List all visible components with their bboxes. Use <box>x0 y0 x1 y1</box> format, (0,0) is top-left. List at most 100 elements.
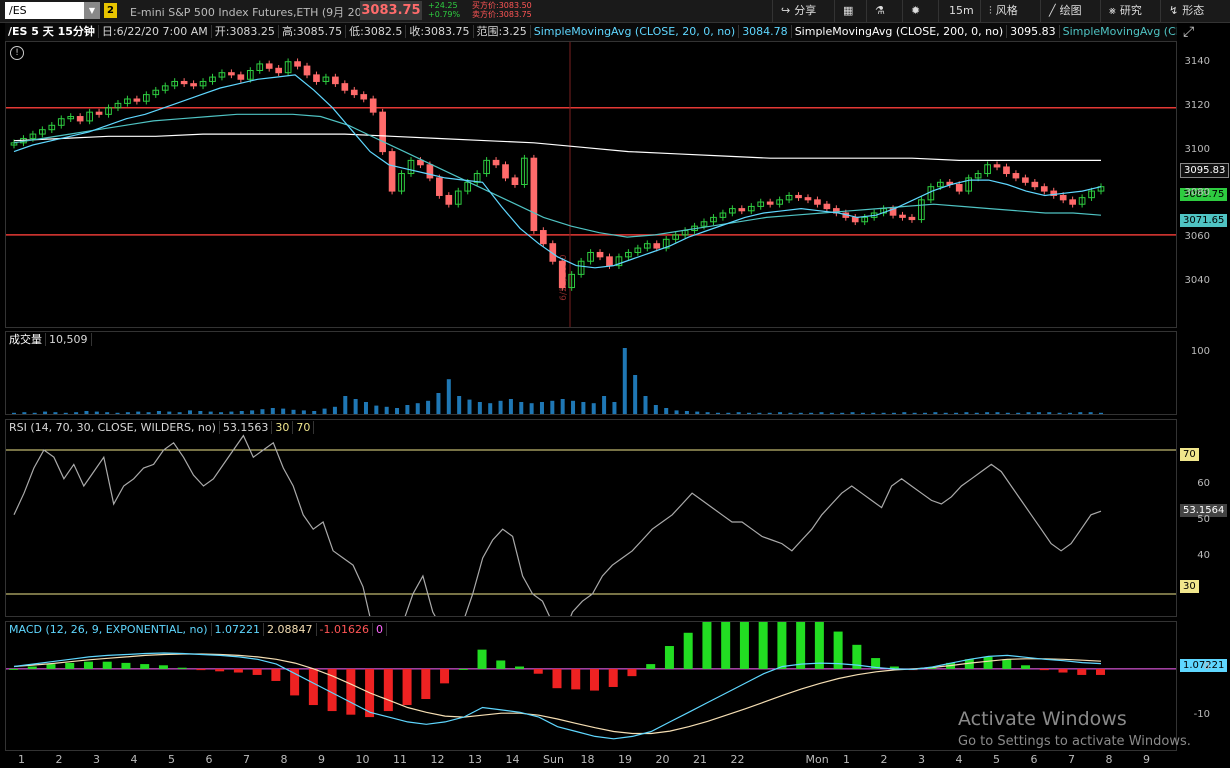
alert-icon[interactable]: ! <box>10 46 24 60</box>
candle-body <box>587 251 594 262</box>
rsi-axis-tick: 40 <box>1197 550 1210 561</box>
candle-body <box>530 157 538 232</box>
volume-bar <box>187 410 192 414</box>
candle-body <box>984 164 991 175</box>
pattern-button[interactable]: ↯ 形态 <box>1160 0 1230 22</box>
candle-body <box>549 243 557 262</box>
top-toolbar: /ES ▼ 2 E-mini S&P 500 Index Futures,ETH … <box>0 0 1230 23</box>
candle-body <box>776 199 783 205</box>
volume-bar <box>622 348 627 414</box>
ask-price: 卖方价:3083.75 <box>472 10 532 19</box>
candle-body <box>161 85 169 91</box>
macd-histogram-bar <box>927 667 937 669</box>
time-axis-label: 9 <box>1143 753 1150 766</box>
candle-body <box>105 107 112 115</box>
macd-histogram-bar <box>346 668 356 715</box>
time-axis-label: Sun <box>543 753 564 766</box>
rsi-axis: 70 53.1564 30 40 50 60 <box>1177 419 1230 617</box>
volume-bar <box>581 402 586 414</box>
study-button[interactable]: ⨳ 研究 <box>1100 0 1161 22</box>
symbol-input[interactable]: /ES ▼ <box>5 2 100 19</box>
candle-body <box>738 208 746 212</box>
macd-axis: 1.07221 -10 0 <box>1177 621 1230 751</box>
macd-histogram-bar <box>683 632 693 669</box>
pencil-icon: ╱ <box>1049 4 1056 17</box>
candle-body <box>804 197 812 201</box>
chart-settings-button[interactable]: ▦ <box>834 0 867 22</box>
sma60-line <box>13 113 1102 238</box>
volume-bar <box>736 412 741 414</box>
volume-bar <box>1036 412 1041 414</box>
candle-body <box>180 80 188 85</box>
info-sma20-value: 3084.78 <box>739 25 792 38</box>
price-pane[interactable]: ! 6/21/2020 <box>5 41 1177 328</box>
rsi-pane[interactable]: RSI (14, 70, 30, CLOSE, WILDERS, no) 53.1… <box>5 419 1177 617</box>
share-button[interactable]: ↪ 分享 <box>772 0 835 22</box>
candle-body <box>1069 199 1076 205</box>
macd-histogram-bar <box>496 660 506 669</box>
timeframe-button[interactable]: 15m <box>938 0 981 22</box>
volume-bar <box>529 403 534 414</box>
macd-pane[interactable]: MACD (12, 26, 9, EXPONENTIAL, no) 1.07221… <box>5 621 1177 751</box>
time-axis-label: 5 <box>993 753 1000 766</box>
candle-body <box>426 164 434 179</box>
collapse-icon[interactable]: ⤢ <box>1183 24 1195 40</box>
volume-bar <box>633 375 638 414</box>
chart-info-bar: /ES 5 天 15分钟 日:6/22/20 7:00 AM 开:3083.25 高:… <box>5 23 1177 41</box>
volume-bar <box>943 412 948 414</box>
macd-histogram-bar <box>852 644 862 669</box>
candle-body <box>407 159 415 175</box>
candle-body <box>851 216 859 223</box>
macd-histogram-bar <box>1096 668 1105 675</box>
time-axis-label: 8 <box>1105 753 1113 766</box>
macd-histogram-bar <box>252 668 262 675</box>
candle-body <box>1012 173 1020 179</box>
rsi-axis-tick: 50 <box>1197 514 1210 525</box>
macd-histogram-bar <box>515 666 525 669</box>
candle-body <box>322 76 330 82</box>
macd-histogram-bar <box>871 658 881 669</box>
settings-button[interactable]: ✹ <box>902 0 939 22</box>
style-button[interactable]: ⫶ 风格 <box>980 0 1041 22</box>
symbol-text: /ES <box>9 4 27 17</box>
last-price-tag: 3083.75 <box>1180 188 1228 201</box>
volume-bar <box>560 399 565 414</box>
candle-body <box>558 260 566 289</box>
link-group-badge[interactable]: 2 <box>104 3 117 18</box>
symbol-dropdown-icon[interactable]: ▼ <box>84 2 100 19</box>
price-axis-tick: 3140 <box>1184 55 1210 67</box>
volume-bar <box>198 411 203 414</box>
macd-histogram-bar <box>589 668 599 691</box>
volume-bar <box>674 410 679 414</box>
studies-flask-button[interactable]: ⚗ <box>866 0 903 22</box>
candle-body <box>388 151 396 192</box>
volume-pane[interactable]: 成交量 10,509 <box>5 331 1177 415</box>
draw-button[interactable]: ╱ 绘图 <box>1040 0 1101 22</box>
volume-bar <box>332 406 337 414</box>
candle-body <box>246 70 254 80</box>
volume-bar <box>32 412 37 414</box>
price-chart: 6/21/2020 <box>6 42 1176 327</box>
info-sma20: SimpleMovingAvg (CLOSE, 20, 0, no) <box>530 25 740 38</box>
candle-body <box>1022 177 1029 183</box>
sma200-tag: 3095.83 <box>1180 163 1230 178</box>
candle-body <box>76 116 84 122</box>
candle-body <box>57 118 65 126</box>
volume-bar <box>778 412 783 414</box>
candle-body <box>398 173 405 192</box>
volume-bar <box>539 402 544 414</box>
rsi-upper: 70 <box>293 421 315 434</box>
volume-bar <box>1057 412 1062 414</box>
rsi-pane-label: RSI (14, 70, 30, CLOSE, WILDERS, no) 53.1… <box>6 420 315 436</box>
volume-bar <box>12 412 16 414</box>
volume-bar <box>1088 412 1093 414</box>
candle-body <box>936 181 944 188</box>
volume-bar <box>954 412 959 414</box>
candle-body <box>209 76 216 82</box>
time-axis-label: 14 <box>505 753 520 766</box>
candle-body <box>1003 166 1010 175</box>
change-percent: +0.79% <box>428 10 461 19</box>
candle-body <box>1059 194 1067 201</box>
time-axis-label: 4 <box>130 753 138 766</box>
candle-body <box>577 260 585 275</box>
